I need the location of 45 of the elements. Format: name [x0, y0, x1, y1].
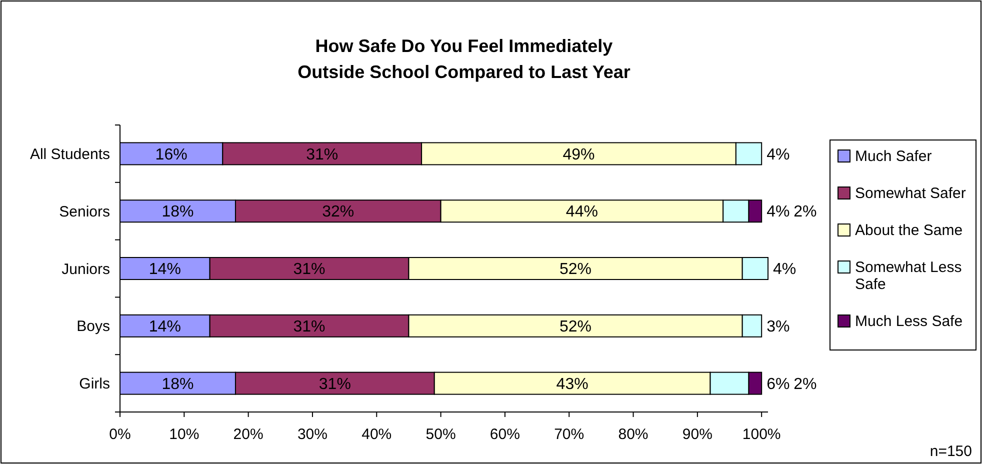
data-label: 49%: [562, 146, 595, 164]
data-label: 31%: [293, 318, 326, 336]
text: n=150: [930, 443, 972, 460]
legend-label: Somewhat Safer: [855, 185, 966, 202]
legend-label: Much Safer: [855, 148, 932, 165]
data-label: 4%: [766, 204, 790, 221]
data-label: 31%: [318, 376, 351, 393]
data-label: 43%: [556, 376, 588, 393]
x-tick-label: 60%: [490, 426, 520, 443]
x-tick-label: 30%: [297, 426, 328, 443]
x-tick-label: 0%: [109, 426, 131, 443]
x-tick-label: 80%: [618, 426, 648, 443]
y-tick-label: Juniors: [62, 260, 110, 278]
data-label: 2%: [794, 204, 817, 221]
data-label: 18%: [162, 376, 194, 393]
data-label: 4%: [766, 146, 790, 164]
data-label: 6%: [766, 376, 790, 393]
legend-label: About the Same: [855, 222, 963, 239]
data-label: 14%: [148, 318, 181, 336]
data-label: 14%: [148, 261, 181, 278]
y-tick-label: Girls: [79, 376, 110, 393]
data-label: 16%: [155, 146, 188, 164]
x-tick-label: 40%: [362, 426, 392, 443]
data-label: 31%: [306, 146, 338, 164]
x-tick-label: 100%: [742, 426, 781, 443]
data-label: 32%: [322, 204, 354, 221]
data-label: 44%: [566, 204, 598, 221]
y-tick-label: Seniors: [59, 203, 110, 220]
x-tick-label: 50%: [426, 426, 456, 443]
data-label: 52%: [560, 318, 592, 336]
y-tick-label: All Students: [30, 146, 110, 163]
data-label: 2%: [794, 376, 817, 393]
x-tick-label: 20%: [233, 426, 264, 443]
x-tick-label: 90%: [682, 426, 712, 443]
data-label: 3%: [766, 318, 790, 336]
y-tick-label: Boys: [76, 318, 110, 336]
x-tick-label: 70%: [554, 426, 584, 443]
data-label: 18%: [162, 204, 194, 221]
legend-label: Much Less Safe: [855, 313, 963, 330]
chart-title: How Safe Do You Feel Immediately Outside School Compared to Last Year: [298, 36, 630, 82]
x-tick-label: 10%: [169, 426, 200, 443]
legend-label: Somewhat Less Safe: [855, 259, 962, 293]
data-label: 31%: [293, 261, 326, 278]
data-label: 4%: [773, 261, 796, 278]
data-label: 52%: [560, 261, 592, 278]
